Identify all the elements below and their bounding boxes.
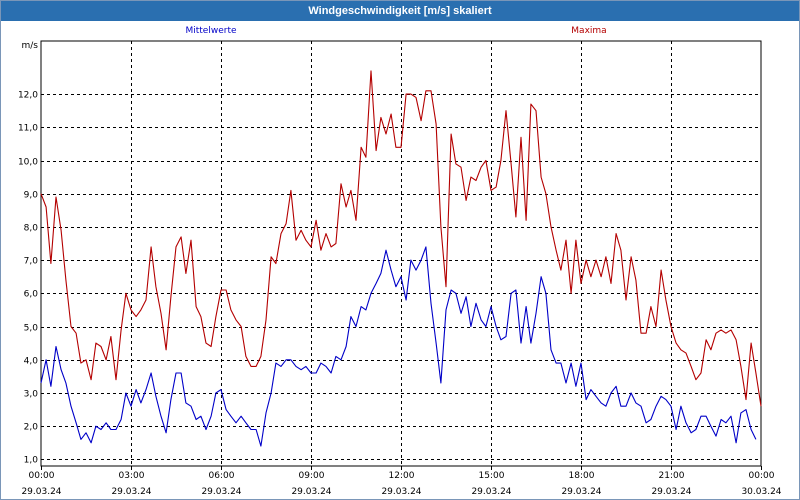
maxima-line: [40, 70, 762, 407]
x-tick-date-label: 29.03.24: [471, 487, 511, 497]
x-tick-time-label: 12:00: [389, 471, 415, 481]
x-tick-time-label: 21:00: [659, 471, 685, 481]
y-tick-label: 11,0: [18, 124, 38, 134]
x-tick-date-label: 29.03.24: [291, 487, 331, 497]
y-tick-label: 6,0: [24, 290, 39, 300]
series-lines: [40, 70, 762, 447]
x-tick-date-label: 29.03.24: [111, 487, 151, 497]
legend-maxima: Maxima: [571, 26, 606, 36]
x-tick-time-label: 06:00: [209, 471, 235, 481]
y-tick-label: 7,0: [24, 257, 39, 267]
y-tick-label: 1,0: [24, 456, 39, 466]
wind-speed-chart: 1,0 2,0 3,0 4,0 5,0 6,0 7,0 8,0 9,0 10,0 11,0 12,0 m…: [18, 26, 782, 497]
x-tick-time-label: 00:00: [29, 471, 55, 481]
window-title: Windgeschwindigkeit [m/s] skaliert: [1, 1, 799, 21]
y-unit-label: m/s: [22, 41, 39, 51]
x-tick-date-label: 29.03.24: [201, 487, 241, 497]
y-tick-label: 3,0: [24, 390, 39, 400]
legend: Mittelwerte Maxima: [185, 26, 606, 36]
x-tick-time-label: 00:00: [749, 471, 775, 481]
y-tick-label: 5,0: [24, 324, 39, 334]
y-tick-label: 4,0: [24, 357, 39, 367]
y-tick-label: 9,0: [24, 191, 39, 201]
y-tick-label: 12,0: [18, 91, 38, 101]
y-tick-label: 8,0: [24, 224, 39, 234]
axes: 1,0 2,0 3,0 4,0 5,0 6,0 7,0 8,0 9,0 10,0 11,0 12,0 m…: [18, 41, 782, 497]
mean-line: [40, 246, 757, 447]
y-tick-label: 10,0: [18, 158, 38, 168]
x-tick-time-label: 03:00: [119, 471, 145, 481]
x-tick-time-label: 18:00: [569, 471, 595, 481]
grid: [40, 40, 762, 467]
x-tick-date-label: 29.03.24: [651, 487, 691, 497]
x-tick-date-label: 29.03.24: [561, 487, 601, 497]
x-tick-date-label: 29.03.24: [381, 487, 421, 497]
x-tick-date-label: 30.03.24: [741, 487, 781, 497]
x-tick-time-label: 15:00: [479, 471, 505, 481]
x-tick-date-label: 29.03.24: [21, 487, 61, 497]
legend-mean: Mittelwerte: [185, 26, 236, 36]
y-tick-label: 2,0: [24, 423, 39, 433]
x-tick-time-label: 09:00: [299, 471, 325, 481]
